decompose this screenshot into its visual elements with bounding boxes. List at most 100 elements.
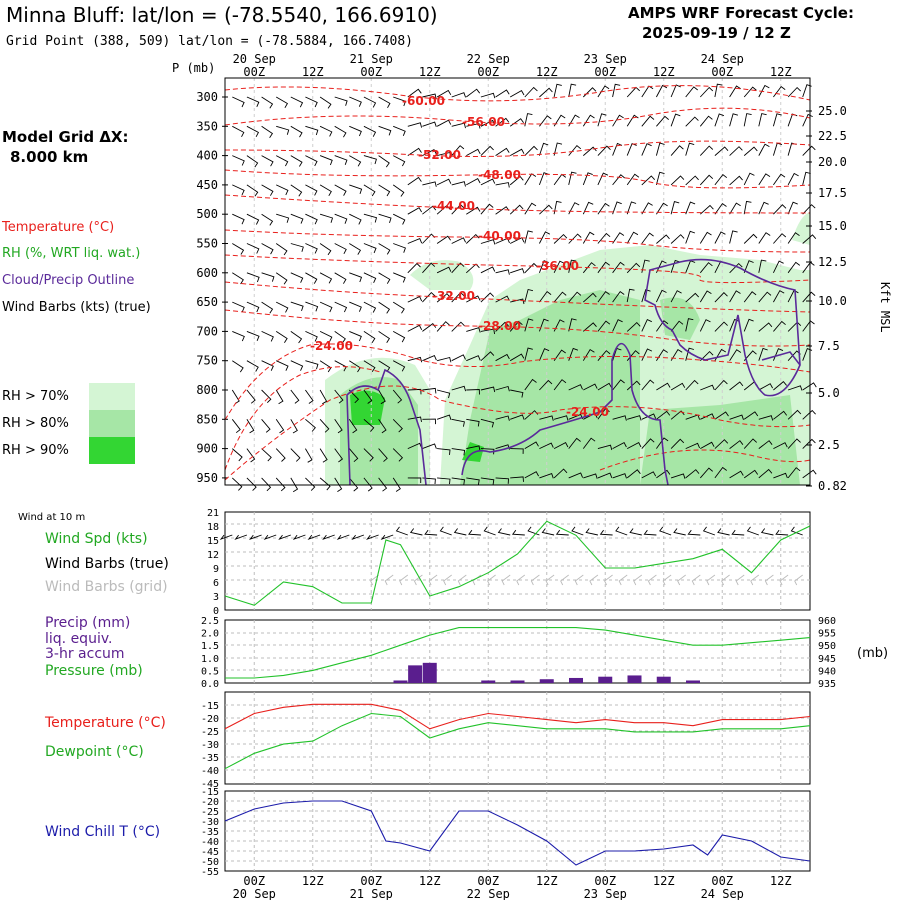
wind-barb [597, 472, 613, 479]
wind-barb [348, 419, 358, 434]
wind-barb [290, 331, 303, 344]
wind-barb [334, 125, 347, 138]
top-tick-label: 00Z [243, 65, 265, 79]
legend-pressure: Pressure (mb) [45, 663, 143, 679]
wind-barb [758, 201, 769, 215]
pressure-ytick: 935 [818, 679, 836, 690]
wind-barb [480, 239, 496, 245]
surface-wind-barb [409, 528, 423, 536]
wind-barb [436, 266, 452, 274]
wind-barb [334, 243, 347, 255]
wind-barb [392, 213, 406, 225]
wind-barb [743, 113, 752, 127]
surface-wind-barb [366, 534, 379, 541]
temp-ytick: -20 [201, 714, 219, 725]
chill-ytick: -30 [201, 817, 219, 828]
wind-barb [568, 318, 577, 332]
wind-barb [495, 353, 510, 362]
pressure-axis-label: P (mb) [172, 61, 215, 75]
wind-barb [422, 387, 437, 394]
wind-barb [773, 472, 788, 479]
wind-barb [699, 204, 714, 215]
wind-barb [451, 385, 467, 392]
wind-barb [699, 350, 714, 362]
top-date-label: 21 Sep [350, 52, 393, 66]
wind-barb [670, 348, 683, 361]
wind-barb [787, 232, 800, 244]
surface-wind-barb [336, 534, 350, 541]
chill-ytick: -15 [201, 787, 219, 798]
wind-barb [261, 330, 274, 342]
wind-barb [246, 184, 259, 197]
wind-barb [480, 448, 495, 455]
cloud-outline-left [346, 368, 427, 486]
model-grid-label: Model Grid ΔX: [2, 128, 129, 146]
wind-barb [524, 202, 537, 215]
wind-barb [349, 272, 363, 283]
wind-barb [232, 213, 245, 225]
wind-barb [305, 360, 319, 370]
wind-barb [495, 321, 509, 332]
wind-barb [685, 379, 699, 391]
grid-wind-barb [735, 574, 745, 586]
wind-barb [480, 418, 495, 428]
wind-barb [685, 86, 698, 98]
wind-barb [393, 272, 406, 283]
wind-barb [392, 184, 405, 197]
isotherm-label-m60: -60.00 [402, 94, 445, 108]
wind-barb [626, 231, 639, 244]
surface-wind-barb [541, 528, 555, 536]
wind-barb [510, 476, 524, 482]
wind-barb [773, 233, 787, 244]
wind-barb [275, 389, 284, 405]
top-tick-label: 00Z [711, 65, 733, 79]
wind-barb [685, 142, 695, 156]
wind-barb [276, 125, 290, 135]
height-tick: 25.0 [818, 104, 847, 118]
wind-barb [305, 301, 319, 312]
wind-barb [553, 441, 569, 449]
wind-barb [583, 383, 598, 391]
surface-wind-barb [571, 526, 584, 536]
wind-barb [597, 261, 610, 274]
wind-barb [275, 477, 286, 492]
wind-barb [626, 288, 635, 303]
wind-barb [758, 415, 774, 421]
wind-barb [276, 213, 290, 223]
wind-barb [802, 145, 816, 156]
wind-barb [597, 113, 607, 127]
wind-barb [378, 243, 391, 255]
wind-barb [655, 289, 667, 303]
wind-barb [348, 477, 359, 492]
wind-barb [451, 122, 466, 129]
wind-barb [290, 125, 303, 138]
wind-barb [656, 115, 669, 127]
surface-wind-barb [424, 529, 438, 536]
wind-barb [246, 272, 260, 283]
surface-wind-barb [760, 528, 774, 536]
wind-barb [466, 148, 481, 156]
wind-barb [597, 232, 611, 244]
surface-wind-barb [395, 526, 408, 536]
wind-barb [392, 360, 406, 372]
surface-wind-barb [790, 526, 803, 536]
wind-barb [729, 440, 744, 449]
wind-barb [290, 448, 301, 462]
wind-barb [436, 235, 451, 244]
temp-ytick: -30 [201, 740, 219, 751]
surface-wind-barb [775, 529, 789, 536]
isotherm-label-m40: -40.00 [478, 229, 521, 243]
wind-barb [539, 290, 552, 303]
wind-barb [539, 442, 554, 450]
wind-barb [699, 145, 714, 156]
wind-barb [363, 301, 377, 313]
wind-barb [685, 201, 696, 215]
wind-chill-line [224, 800, 811, 866]
isotherm-m20b [599, 449, 811, 471]
height-tick-labels: 25.0 22.5 20.0 17.5 15.0 12.5 10.0 7.5 5.0 2.5 0.8… [806, 104, 847, 493]
wind-barb [436, 178, 452, 186]
wind-barb [539, 204, 553, 215]
pressure-tick-labels: 300 350 400 450 500 550 600 650 700 750 800 850 900 9… [196, 90, 218, 485]
wind-barb [743, 291, 757, 303]
